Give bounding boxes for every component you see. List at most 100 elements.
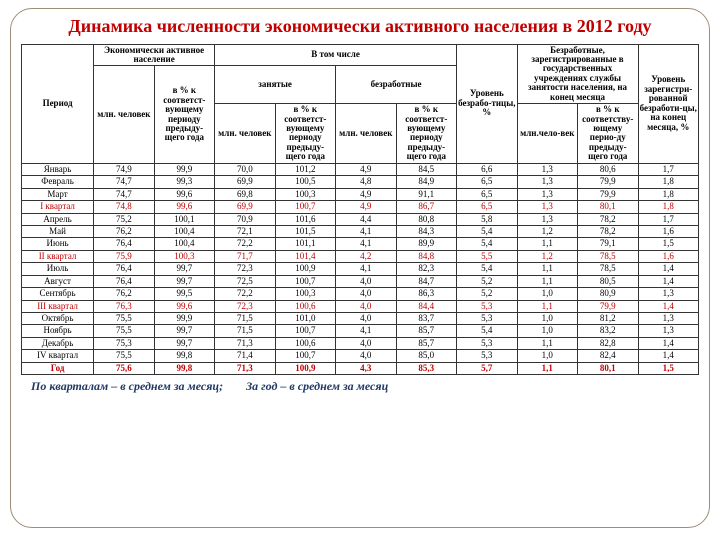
cell-value: 80,1: [578, 362, 638, 374]
col-ea-mln: млн. человек: [94, 66, 154, 163]
cell-value: 71,4: [215, 350, 275, 362]
table-row: Декабрь75,399,771,3100,64,085,75,31,182,…: [22, 337, 699, 349]
cell-value: 5,3: [457, 313, 517, 325]
cell-value: 89,9: [396, 238, 457, 250]
table-row: Февраль74,799,369,9100,54,884,96,51,379,…: [22, 176, 699, 188]
cell-value: 79,9: [578, 300, 638, 312]
cell-value: 99,9: [154, 163, 215, 175]
cell-value: 76,3: [94, 300, 154, 312]
cell-value: 74,7: [94, 188, 154, 200]
cell-value: 101,5: [275, 225, 335, 237]
footnote-a: По кварталам – в среднем за месяц;: [31, 379, 223, 393]
cell-value: 5,2: [457, 275, 517, 287]
cell-value: 1,3: [517, 176, 577, 188]
cell-value: 71,3: [215, 362, 275, 374]
cell-value: 81,2: [578, 313, 638, 325]
cell-value: 1,4: [638, 263, 699, 275]
table-row: Апрель75,2100,170,9101,64,480,85,81,378,…: [22, 213, 699, 225]
cell-value: 100,7: [275, 201, 335, 213]
cell-value: 84,9: [396, 176, 457, 188]
cell-period: Август: [22, 275, 94, 287]
cell-period: Февраль: [22, 176, 94, 188]
cell-value: 76,2: [94, 288, 154, 300]
cell-value: 4,8: [336, 176, 396, 188]
cell-value: 80,8: [396, 213, 457, 225]
cell-value: 4,3: [336, 362, 396, 374]
cell-value: 83,2: [578, 325, 638, 337]
col-reg-mln: млн.чело-век: [517, 104, 577, 164]
cell-value: 99,7: [154, 263, 215, 275]
cell-period: Июль: [22, 263, 94, 275]
table-row: Октябрь75,599,971,5101,04,083,75,31,081,…: [22, 313, 699, 325]
cell-value: 100,7: [275, 275, 335, 287]
cell-value: 1,0: [517, 350, 577, 362]
table-row: III квартал76,399,672,3100,64,084,45,31,…: [22, 300, 699, 312]
cell-value: 72,2: [215, 238, 275, 250]
page-title: Динамика численности экономически активн…: [21, 15, 699, 38]
cell-value: 4,0: [336, 350, 396, 362]
cell-value: 1,0: [517, 313, 577, 325]
cell-period: Март: [22, 188, 94, 200]
cell-value: 80,5: [578, 275, 638, 287]
cell-period: Ноябрь: [22, 325, 94, 337]
cell-value: 99,7: [154, 337, 215, 349]
cell-value: 99,3: [154, 176, 215, 188]
cell-value: 70,9: [215, 213, 275, 225]
table-row: Сентябрь76,299,572,2100,34,086,35,21,080…: [22, 288, 699, 300]
table-row: Август76,499,772,5100,74,084,75,21,180,5…: [22, 275, 699, 287]
cell-value: 75,3: [94, 337, 154, 349]
cell-value: 4,9: [336, 201, 396, 213]
cell-value: 84,4: [396, 300, 457, 312]
cell-value: 72,2: [215, 288, 275, 300]
cell-value: 1,0: [517, 325, 577, 337]
cell-value: 4,0: [336, 337, 396, 349]
cell-value: 100,3: [275, 288, 335, 300]
cell-value: 75,9: [94, 250, 154, 262]
cell-value: 1,5: [638, 362, 699, 374]
cell-value: 1,4: [638, 337, 699, 349]
cell-value: 99,6: [154, 300, 215, 312]
cell-value: 84,3: [396, 225, 457, 237]
col-ea-pct: в % к соответст-вующему периоду предыду-…: [154, 66, 215, 163]
cell-value: 4,1: [336, 263, 396, 275]
cell-value: 99,7: [154, 275, 215, 287]
cell-value: 84,8: [396, 250, 457, 262]
table-body: Январь74,999,970,0101,24,984,56,61,380,6…: [22, 163, 699, 374]
cell-period: Октябрь: [22, 313, 94, 325]
cell-value: 6,6: [457, 163, 517, 175]
cell-value: 4,1: [336, 238, 396, 250]
cell-value: 1,7: [638, 163, 699, 175]
col-emp-mln: млн. человек: [215, 104, 275, 164]
cell-value: 75,5: [94, 350, 154, 362]
cell-period: Июнь: [22, 238, 94, 250]
table-row: Январь74,999,970,0101,24,984,56,61,380,6…: [22, 163, 699, 175]
cell-value: 5,3: [457, 337, 517, 349]
cell-value: 1,1: [517, 263, 577, 275]
cell-value: 1,4: [638, 300, 699, 312]
table-row: Май76,2100,472,1101,54,184,35,41,278,21,…: [22, 225, 699, 237]
cell-value: 1,3: [517, 163, 577, 175]
cell-value: 99,6: [154, 188, 215, 200]
cell-value: 80,6: [578, 163, 638, 175]
cell-value: 69,9: [215, 176, 275, 188]
table-row: I квартал74,899,669,9100,74,986,76,51,38…: [22, 201, 699, 213]
cell-value: 5,4: [457, 263, 517, 275]
cell-value: 5,5: [457, 250, 517, 262]
cell-period: Год: [22, 362, 94, 374]
footnote-b: За год – в среднем за месяц: [246, 379, 388, 393]
col-unemp-rate: Уровень безрабо-тицы, %: [457, 44, 517, 163]
cell-value: 1,3: [517, 213, 577, 225]
cell-value: 4,0: [336, 288, 396, 300]
footnote: По кварталам – в среднем за месяц; За го…: [21, 379, 699, 394]
cell-value: 4,2: [336, 250, 396, 262]
cell-value: 1,3: [638, 325, 699, 337]
cell-value: 76,4: [94, 275, 154, 287]
cell-value: 79,9: [578, 176, 638, 188]
cell-value: 91,1: [396, 188, 457, 200]
cell-value: 6,5: [457, 201, 517, 213]
cell-period: III квартал: [22, 300, 94, 312]
table-row: Июнь76,4100,472,2101,14,189,95,41,179,11…: [22, 238, 699, 250]
cell-value: 4,1: [336, 225, 396, 237]
table-row: Июль76,499,772,3100,94,182,35,41,178,51,…: [22, 263, 699, 275]
cell-value: 1,2: [517, 225, 577, 237]
